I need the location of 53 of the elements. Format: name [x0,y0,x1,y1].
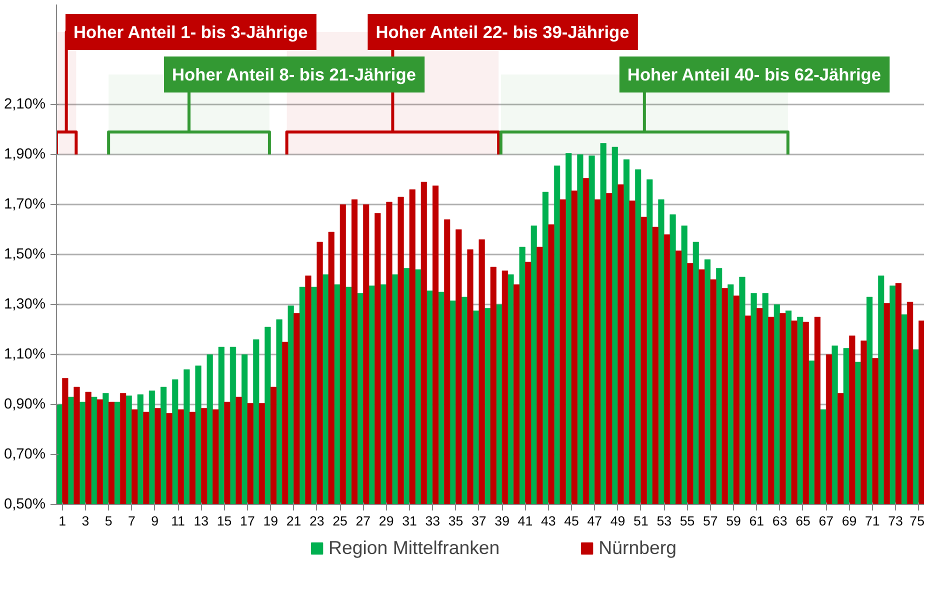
x-tick-label: 25 [332,514,348,528]
x-tick-label: 53 [656,514,672,528]
y-tick-label: 1,30% [4,296,46,312]
x-tick-label: 65 [796,514,810,528]
x-tick-label: 59 [726,514,741,528]
x-tick-label: 13 [194,514,209,528]
x-tick-label: 35 [448,514,464,528]
x-tick-label: 61 [749,514,764,528]
x-tick-label: 23 [309,514,324,528]
x-tick-label: 67 [818,514,834,528]
band-label: Hoher Anteil 8- bis 21-Jährige [172,64,416,84]
x-tick-label: 37 [472,514,486,528]
x-tick-label: 27 [356,514,371,528]
x-tick-label: 9 [151,514,159,528]
x-tick-label: 39 [494,514,510,528]
x-tick-label: 17 [240,514,255,528]
y-tick-label: 0,50% [4,496,46,512]
x-tick-label: 51 [634,514,648,528]
x-tick-label: 11 [171,514,185,528]
y-tick-label: 1,90% [4,146,46,162]
x-tick-label: 71 [865,514,880,528]
y-tick-label: 0,90% [4,396,46,412]
x-tick-label: 15 [216,514,232,528]
x-tick-label: 75 [910,514,925,528]
x-tick-label: 33 [425,514,440,528]
x-tick-label: 31 [402,514,417,528]
x-tick-label: 21 [286,514,302,528]
x-tick-label: 49 [610,514,626,528]
x-tick-label: 63 [772,514,788,528]
x-tick-label: 3 [82,514,90,528]
x-tick-label: 69 [842,514,857,528]
x-tick-label: 41 [518,514,533,528]
y-tick-label: 1,50% [4,246,46,262]
band-label: Hoher Anteil 40- bis 62-Jährige [627,64,882,84]
x-tick-label: 43 [540,514,556,528]
x-tick-label: 55 [680,514,695,528]
x-tick-label: 19 [263,514,278,528]
x-tick-label: 29 [378,514,394,528]
band-label: Hoher Anteil 1- bis 3-Jährige [74,22,308,42]
x-tick-label: 47 [587,514,602,528]
x-tick-label: 73 [888,514,903,528]
y-tick-label: 1,70% [4,196,46,212]
band-label: Hoher Anteil 22- bis 39-Jährige [376,22,630,42]
x-tick-label: 5 [104,514,112,528]
x-tick-label: 1 [58,514,66,528]
y-tick-label: 2,10% [4,96,46,112]
x-tick-label: 45 [564,514,579,528]
x-tick-label: 7 [128,514,136,528]
legend-label: Nürnberg [598,537,676,559]
x-tick-label: 57 [702,514,718,528]
y-tick-label: 0,70% [4,446,46,462]
y-tick-label: 1,10% [4,346,46,362]
legend-label: Region Mittelfranken [328,537,500,559]
